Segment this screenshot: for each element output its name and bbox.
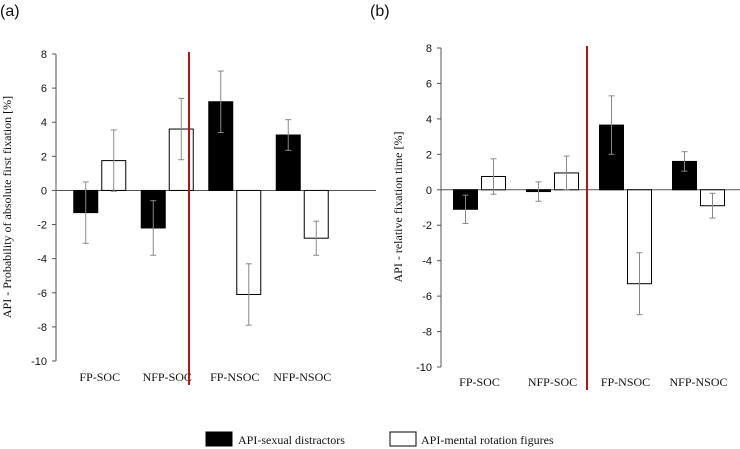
panel-b-label: (b) xyxy=(370,3,390,20)
panel-b-y-tick-label: -10 xyxy=(416,362,432,374)
panel-b-y-tick-label: -4 xyxy=(422,256,432,268)
panel-a-y-tick-label: -10 xyxy=(31,356,47,368)
panel-b: (b) API - relative fixation time [%] 8 6 4 2 0… xyxy=(370,3,740,390)
panel-a: (a) API - Probability of absolute first f… xyxy=(0,3,376,385)
panel-b-category-label-nfp-nsoc: NFP-NSOC xyxy=(669,375,727,389)
legend-label-mental-rotation: API-mental rotation figures xyxy=(421,433,554,447)
panel-b-y-tick-label: 2 xyxy=(426,149,432,161)
panel-a-label: (a) xyxy=(0,3,20,20)
panel-b-y-tick-label: -8 xyxy=(422,327,432,339)
panel-b-category-label-nfp-soc: NFP-SOC xyxy=(528,375,577,389)
panel-a-y-tick-label: -8 xyxy=(37,322,47,334)
panel-a-y-tick-label: 2 xyxy=(41,151,47,163)
panel-a-category-label-nfp-soc: NFP-SOC xyxy=(143,370,192,384)
panel-a-y-tick-label: -6 xyxy=(37,288,47,300)
legend-swatch-sexual-distractors xyxy=(205,431,233,447)
legend: API-sexual distractors API-mental rotati… xyxy=(205,431,554,447)
panel-b-category-label-fp-soc: FP-SOC xyxy=(459,375,500,389)
panel-a-y-tick-label: 8 xyxy=(41,49,47,61)
legend-label-sexual-distractors: API-sexual distractors xyxy=(238,433,345,447)
panel-a-category-label-nfp-nsoc: NFP-NSOC xyxy=(273,370,331,384)
panel-b-y-tick-label: -2 xyxy=(422,220,432,232)
panel-a-y-axis-title: API - Probability of absolute first fixa… xyxy=(0,96,14,318)
panel-a-y-tick-label: 6 xyxy=(41,83,47,95)
panel-a-y-tick-label: 0 xyxy=(41,185,47,197)
panel-b-y-tick-label: 4 xyxy=(426,114,432,126)
panel-a-category-label-fp-soc: FP-SOC xyxy=(79,370,120,384)
panel-a-y-tick-label: -2 xyxy=(37,220,47,232)
panel-b-y-tick-label: 8 xyxy=(426,43,432,55)
panel-b-y-axis-title: API - relative fixation time [%] xyxy=(391,132,405,283)
panel-b-y-tick-label: 0 xyxy=(426,185,432,197)
panel-b-y-tick-label: 6 xyxy=(426,78,432,90)
panel-a-y-tick-label: -4 xyxy=(37,254,47,266)
panel-b-category-label-fp-nsoc: FP-NSOC xyxy=(601,375,650,389)
panel-b-y-tick-label: -6 xyxy=(422,291,432,303)
panel-a-category-label-fp-nsoc: FP-NSOC xyxy=(210,370,259,384)
legend-swatch-mental-rotation xyxy=(389,431,417,447)
panel-a-y-tick-label: 4 xyxy=(41,117,47,129)
